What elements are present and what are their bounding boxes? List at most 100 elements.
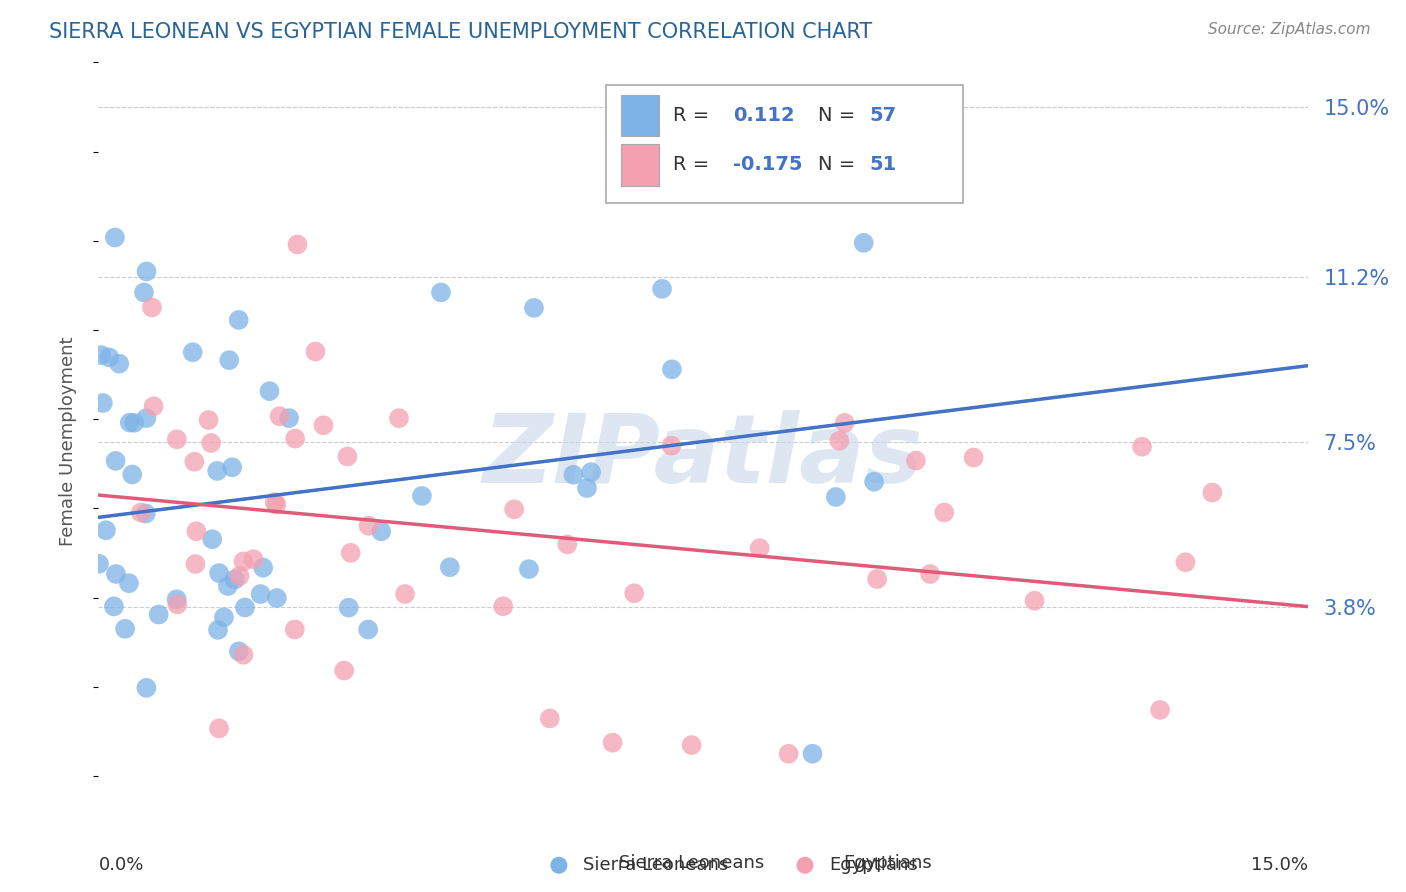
Point: [337, 600, 360, 615]
Point: [135, 507, 157, 521]
Point: [523, 301, 546, 315]
Point: [221, 460, 243, 475]
Point: [94, 523, 117, 537]
Point: [232, 648, 254, 662]
Point: [661, 362, 683, 376]
Point: [430, 285, 453, 300]
Point: [562, 467, 585, 482]
Point: [87, 557, 110, 571]
Point: [166, 592, 188, 607]
Point: [108, 357, 131, 371]
Point: [284, 623, 307, 637]
Point: [1149, 703, 1171, 717]
Point: [218, 353, 240, 368]
Point: [224, 573, 246, 587]
Point: [103, 599, 125, 614]
Point: [201, 533, 224, 547]
Point: [579, 465, 602, 479]
Point: [824, 490, 846, 504]
Point: [166, 432, 188, 446]
Text: N =: N =: [818, 155, 855, 174]
Point: [98, 351, 121, 365]
Point: [197, 413, 219, 427]
Point: [228, 313, 250, 327]
Text: Source: ZipAtlas.com: Source: ZipAtlas.com: [1208, 22, 1371, 37]
Bar: [621, 144, 659, 186]
Point: [411, 489, 433, 503]
Point: [934, 506, 956, 520]
Point: [200, 436, 222, 450]
Point: [357, 623, 380, 637]
Point: [269, 409, 291, 424]
Text: 0.112: 0.112: [734, 106, 794, 125]
Point: [212, 610, 235, 624]
Point: [548, 858, 571, 872]
Point: [312, 418, 335, 433]
Point: [801, 747, 824, 761]
Point: [357, 518, 380, 533]
Point: [228, 644, 250, 658]
Point: [135, 681, 157, 695]
Point: [129, 506, 152, 520]
Point: [576, 481, 599, 495]
Point: [142, 399, 165, 413]
Point: [852, 235, 875, 250]
Point: [148, 607, 170, 622]
Point: [186, 524, 208, 539]
Point: [492, 599, 515, 614]
Point: [232, 554, 254, 568]
Point: [661, 439, 683, 453]
Text: Sierra Leoneans: Sierra Leoneans: [583, 856, 728, 874]
Point: [834, 416, 856, 430]
Point: [266, 498, 288, 512]
Point: [793, 858, 815, 872]
Text: Egyptians: Egyptians: [844, 855, 932, 872]
Point: [121, 467, 143, 482]
Point: [778, 747, 800, 761]
Point: [336, 450, 359, 464]
Point: [623, 586, 645, 600]
Point: [124, 416, 146, 430]
Point: [228, 569, 250, 583]
Point: [1024, 593, 1046, 607]
Point: [339, 546, 361, 560]
Point: [439, 560, 461, 574]
Point: [866, 572, 889, 586]
Point: [681, 738, 703, 752]
Point: [166, 598, 188, 612]
Text: 57: 57: [870, 106, 897, 125]
Point: [118, 576, 141, 591]
Point: [118, 416, 141, 430]
Point: [651, 282, 673, 296]
Point: [141, 301, 163, 315]
Point: [105, 566, 128, 581]
Point: [181, 345, 204, 359]
Point: [208, 722, 231, 736]
Point: [217, 579, 239, 593]
Point: [394, 587, 416, 601]
Point: [266, 591, 288, 605]
Text: N =: N =: [818, 106, 855, 125]
Point: [304, 344, 326, 359]
Point: [91, 396, 114, 410]
Point: [904, 453, 927, 467]
Point: [602, 736, 624, 750]
Text: ZIPatlas: ZIPatlas: [482, 410, 924, 503]
Point: [333, 664, 356, 678]
Point: [284, 432, 307, 446]
Point: [748, 541, 770, 556]
Text: R =: R =: [672, 106, 709, 125]
Point: [249, 587, 271, 601]
Point: [1201, 485, 1223, 500]
Point: [828, 434, 851, 448]
Point: [90, 348, 112, 362]
Point: [207, 623, 229, 637]
Text: 0.0%: 0.0%: [98, 856, 143, 874]
Point: [538, 711, 561, 725]
Point: [242, 552, 264, 566]
Point: [287, 237, 309, 252]
Point: [208, 566, 231, 580]
Point: [962, 450, 984, 465]
Text: R =: R =: [672, 155, 709, 174]
Point: [1174, 555, 1197, 569]
